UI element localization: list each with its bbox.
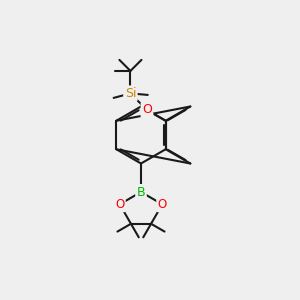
Text: O: O [115,198,124,211]
Text: B: B [137,185,145,199]
Text: O: O [142,103,152,116]
Text: O: O [158,198,167,211]
Text: Si: Si [125,87,136,100]
